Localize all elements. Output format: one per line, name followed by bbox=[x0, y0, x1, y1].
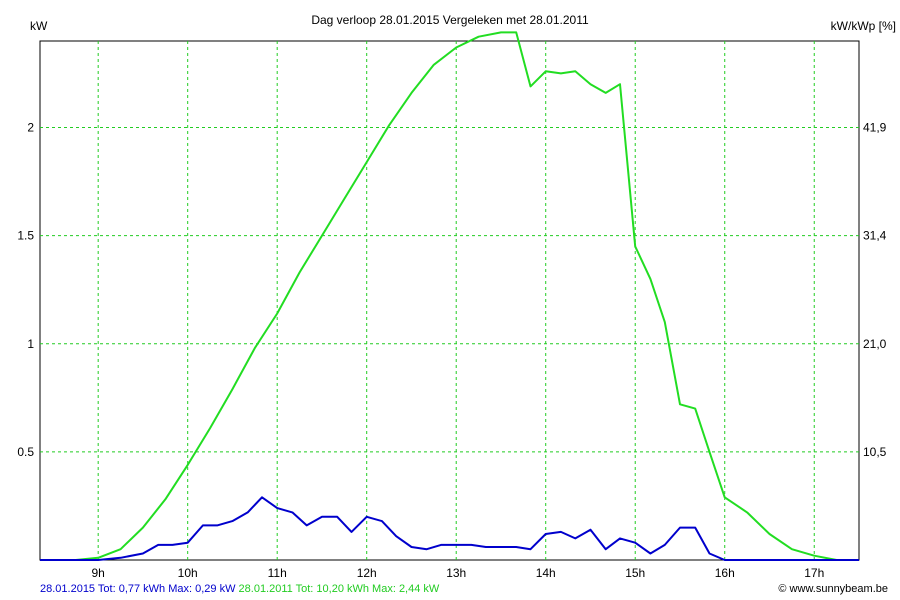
x-tick-label: 16h bbox=[715, 566, 735, 580]
daily-power-chart: Dag verloop 28.01.2015 Vergeleken met 28… bbox=[17, 13, 896, 580]
legend-entry-2011: 28.01.2011 Tot: 10,20 kWh Max: 2,44 kW bbox=[238, 583, 440, 595]
legend-entry-2015: 28.01.2015 Tot: 0,77 kWh Max: 0,29 kW bbox=[40, 583, 236, 595]
x-tick-label: 11h bbox=[268, 566, 287, 580]
y-tick-label-right: 10,5 bbox=[863, 445, 887, 459]
y-tick-label-left: 1.5 bbox=[17, 229, 34, 243]
grid-lines bbox=[40, 41, 859, 560]
plot-area bbox=[39, 40, 860, 561]
y-tick-label-right: 21,0 bbox=[863, 337, 887, 351]
legend: 28.01.2015 Tot: 0,77 kWh Max: 0,29 kW 28… bbox=[40, 583, 439, 595]
series-line-28-01-2011 bbox=[40, 31, 859, 561]
series-lines bbox=[40, 31, 859, 561]
y-tick-label-left: 1 bbox=[27, 337, 34, 351]
series-line-28-01-2015 bbox=[40, 496, 859, 561]
left-axis-ticks: 0.5 1 1.5 2 bbox=[17, 121, 34, 459]
y-tick-label-right: 41,9 bbox=[863, 121, 887, 135]
x-tick-label: 12h bbox=[357, 566, 377, 580]
y-tick-label-left: 0.5 bbox=[17, 445, 34, 459]
y-tick-label-left: 2 bbox=[27, 121, 34, 135]
right-axis-ticks: 10,5 21,0 31,4 41,9 bbox=[863, 121, 887, 459]
credit-text: © www.sunnybeam.be bbox=[778, 583, 888, 595]
right-axis-unit: kW/kWp [%] bbox=[831, 19, 896, 33]
x-tick-label: 14h bbox=[536, 566, 556, 580]
x-tick-label: 9h bbox=[92, 566, 105, 580]
x-axis-ticks: 9h 10h 11h 12h 13h 14h 15h 16h 17h bbox=[92, 566, 825, 580]
x-tick-label: 10h bbox=[178, 566, 198, 580]
x-tick-label: 17h bbox=[804, 566, 824, 580]
x-tick-label: 15h bbox=[625, 566, 645, 580]
left-axis-unit: kW bbox=[30, 19, 48, 33]
y-tick-label-right: 31,4 bbox=[863, 229, 887, 243]
x-tick-label: 13h bbox=[446, 566, 466, 580]
chart-title: Dag verloop 28.01.2015 Vergeleken met 28… bbox=[311, 13, 589, 27]
